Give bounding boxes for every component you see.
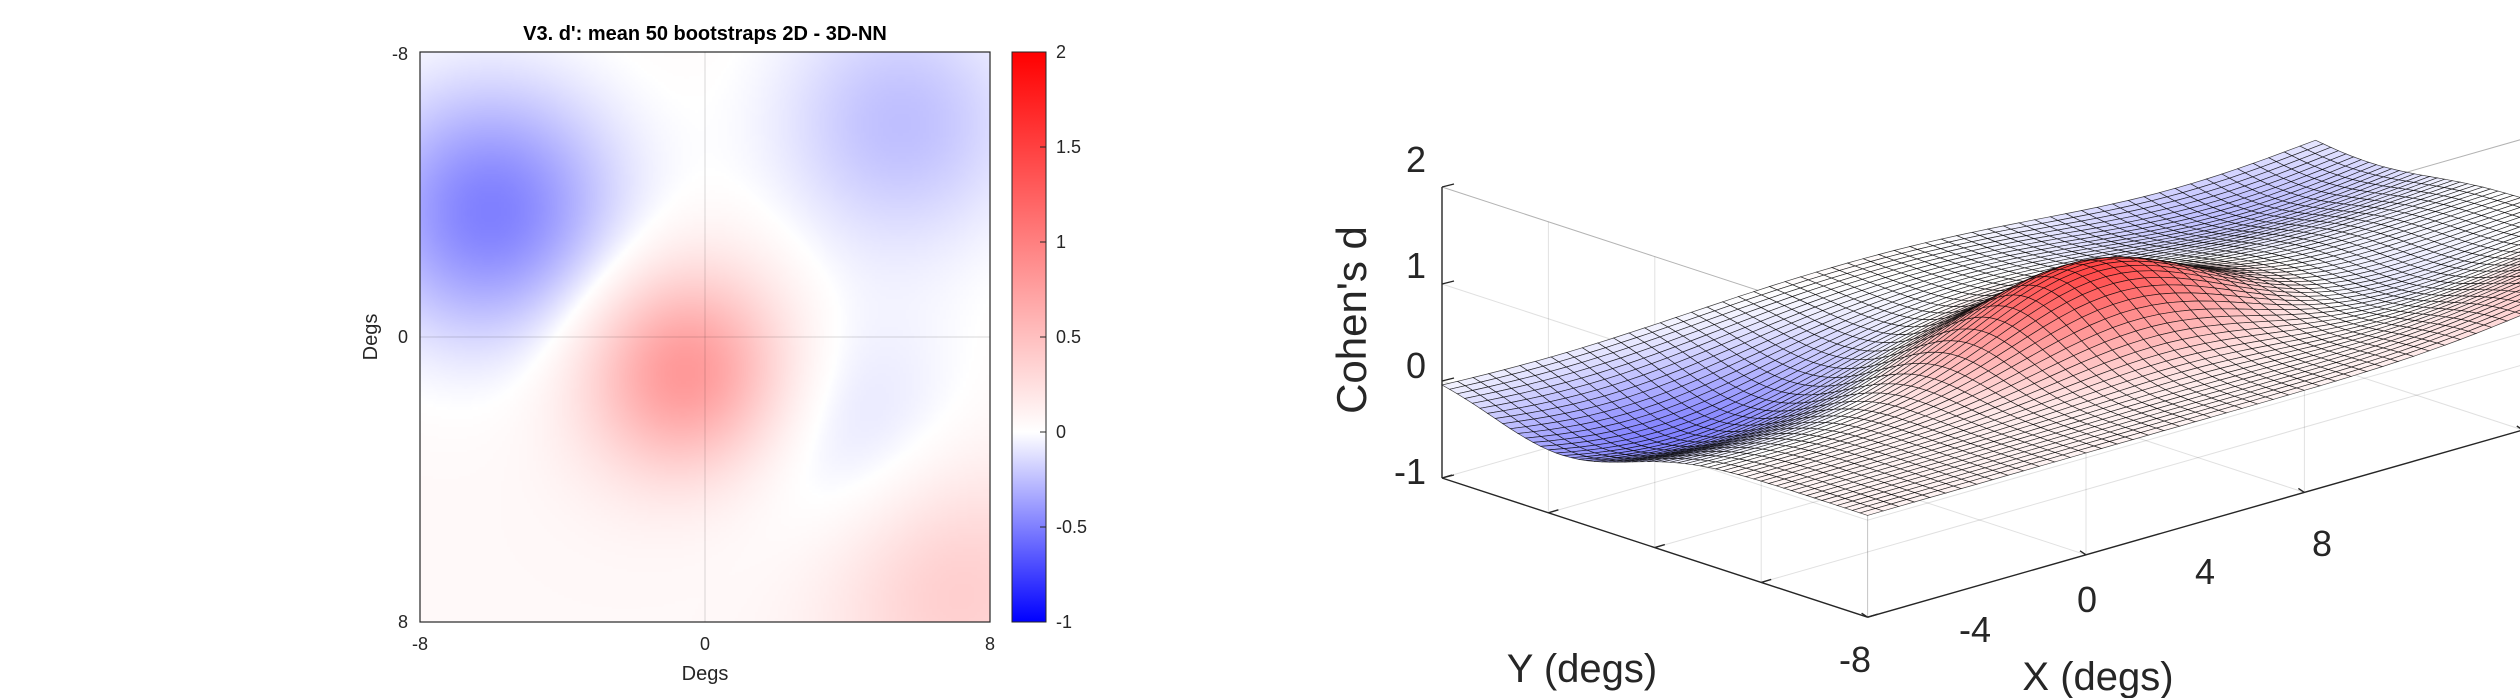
colorbar-tick-label: -0.5 xyxy=(1056,517,1087,537)
surface-face xyxy=(2516,281,2520,285)
surface-face xyxy=(2502,251,2520,260)
surface-face xyxy=(2501,264,2520,272)
surface-ztick: 0 xyxy=(1406,345,1426,386)
surface-xlabel: X (degs) xyxy=(2022,655,2173,698)
heatmap-ylabel: Degs xyxy=(360,314,382,361)
surface-ztick-mark xyxy=(1441,183,1455,188)
surface-face xyxy=(2501,276,2520,284)
heatmap-xtick: 0 xyxy=(700,634,710,654)
heatmap-ytick: 8 xyxy=(398,612,408,632)
surface-face xyxy=(2502,258,2520,266)
colorbar-tick-label: 2 xyxy=(1056,42,1066,62)
surface-face xyxy=(2503,244,2520,253)
colorbar-tick-label: 0.5 xyxy=(1056,327,1081,347)
surface-ytick-mark xyxy=(1548,509,1559,514)
colorbar-tick-label: -1 xyxy=(1056,612,1072,632)
surface-face xyxy=(2510,231,2520,237)
colorbar-ticks: 2 1.5 1 0.5 0 -0.5 -1 xyxy=(1040,42,1087,632)
surface-face xyxy=(2503,216,2520,226)
surface-ytick-mark xyxy=(1867,613,1878,618)
surface-x-axis xyxy=(1867,430,2520,618)
surface-face xyxy=(2514,309,2520,315)
surface-face xyxy=(2506,304,2520,313)
surface-ztick: 2 xyxy=(1406,139,1426,180)
surface-face xyxy=(2510,221,2520,228)
heatmap-xlabel: Degs xyxy=(682,663,729,685)
heatmap-panel: V3. d': mean 50 bootstraps 2D - 3D-NN -8… xyxy=(360,23,1087,685)
heatmap-title: V3. d': mean 50 bootstraps 2D - 3D-NN xyxy=(523,23,887,45)
surface-face xyxy=(2509,239,2520,246)
surface-face xyxy=(2507,285,2520,293)
surface-face xyxy=(2511,212,2520,218)
surface-face xyxy=(2514,289,2520,293)
surface-face xyxy=(2509,260,2520,266)
surface-face xyxy=(2517,268,2520,271)
surface-xtick: 4 xyxy=(2195,551,2215,592)
colorbar-tick-label: 1.5 xyxy=(1056,137,1081,157)
surface-zlabel: Cohen's d xyxy=(1328,226,1375,414)
heatmap-ytick: -8 xyxy=(392,44,408,64)
surface-axes-front xyxy=(1441,183,2520,618)
surface-face xyxy=(2495,214,2520,223)
surface-xtick: -8 xyxy=(1839,639,1871,680)
surface-face xyxy=(2509,266,2520,272)
surface-face xyxy=(2506,294,2520,302)
surface-face xyxy=(2503,207,2520,216)
surface-face xyxy=(2504,197,2520,206)
surface-face xyxy=(2511,202,2520,208)
surface-xtick-mark xyxy=(2298,487,2305,493)
surface-xtick-mark xyxy=(2079,550,2087,556)
surface-face xyxy=(2501,269,2520,278)
surface-ytick-mark xyxy=(1441,474,1453,479)
heatmap-ytick: 0 xyxy=(398,327,408,347)
surface-xtick: 0 xyxy=(2077,579,2097,620)
surface-ztick-mark xyxy=(1441,280,1455,285)
surface-panel: 2 1 0 -1 Cohen's d -8 -4 0 4 8 X (degs) … xyxy=(1328,139,2520,698)
colorbar-tick-label: 1 xyxy=(1056,232,1066,252)
surface-ytick-mark xyxy=(1654,543,1666,549)
surface-ytick-mark xyxy=(1760,578,1772,584)
surface-face xyxy=(2500,283,2520,292)
heatmap-xtick: -8 xyxy=(412,634,428,654)
surface-face xyxy=(2514,299,2520,303)
surface-face xyxy=(2517,263,2520,266)
surface-face xyxy=(2496,195,2520,204)
colorbar-tick-label: 0 xyxy=(1056,422,1066,442)
surface-face xyxy=(2510,247,2520,253)
heatmap-xtick: 8 xyxy=(985,634,995,654)
surface-xtick-mark xyxy=(1861,612,1868,618)
heatmap-axes xyxy=(419,51,991,623)
surface-gridline xyxy=(1867,333,2520,521)
surface-ztick-mark xyxy=(1441,377,1455,382)
surface-face xyxy=(2510,254,2520,260)
heatmap-image xyxy=(420,52,990,622)
surface-face xyxy=(2516,274,2520,277)
surface-mesh xyxy=(1441,139,2520,516)
surface-face xyxy=(2496,204,2520,213)
surface-gridline xyxy=(1761,365,2520,583)
surface-ztick: -1 xyxy=(1394,451,1426,492)
surface-face xyxy=(2508,278,2520,284)
surface-ztick: 1 xyxy=(1406,245,1426,286)
surface-face xyxy=(2498,300,2520,311)
surface-ylabel: Y (degs) xyxy=(1507,647,1657,691)
surface-xtick: -4 xyxy=(1959,609,1991,650)
surface-face xyxy=(2499,291,2520,301)
surface-xtick: 8 xyxy=(2312,523,2332,564)
surface-face xyxy=(2498,311,2520,322)
